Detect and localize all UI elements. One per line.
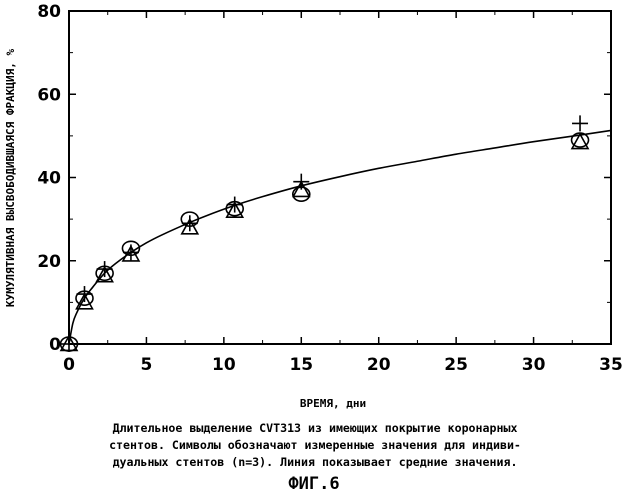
mean-release-line — [69, 130, 611, 344]
caption-line-1: Длительное выделение CVT313 из имеющих п… — [10, 420, 620, 437]
y-tick-label-80: 80 — [37, 2, 61, 22]
stent-3-point-5 — [227, 197, 243, 213]
x-axis-label: ВРЕМЯ, дни — [300, 397, 366, 410]
x-tick-label-30: 30 — [522, 355, 546, 375]
figure-caption: Длительное выделение CVT313 из имеющих п… — [10, 420, 620, 471]
x-tick-label-0: 0 — [63, 355, 75, 375]
caption-line-2: стентов. Символы обозначают измеренные з… — [10, 437, 620, 454]
stent-3-point-7 — [572, 115, 588, 131]
y-tick-label-20: 20 — [37, 252, 61, 272]
stent-3-point-2 — [97, 261, 113, 277]
x-axis-ticks: 0 5 10 15 20 25 30 35 — [63, 11, 623, 375]
figure-label: ФИГ.6 — [0, 474, 628, 494]
caption-line-3: дуальных стентов (n=3). Линия показывает… — [10, 454, 620, 471]
y-tick-label-60: 60 — [37, 85, 61, 105]
plot-frame — [69, 11, 611, 344]
stent-3-point-1 — [76, 286, 92, 302]
x-tick-label-35: 35 — [599, 355, 623, 375]
data-markers — [61, 115, 589, 352]
x-tick-label-5: 5 — [141, 355, 153, 375]
x-tick-label-20: 20 — [367, 355, 391, 375]
y-tick-label-0: 0 — [49, 335, 61, 355]
x-tick-label-25: 25 — [444, 355, 468, 375]
release-chart: 0 20 40 60 80 0 5 10 15 20 25 30 35 ВРЕМЯ, дни КУМУ… — [0, 0, 628, 420]
x-tick-label-15: 15 — [289, 355, 313, 375]
y-axis-label: КУМУЛЯТИВНАЯ ВЫСВОБОДИВШАЯСЯ ФРАКЦИЯ, % — [4, 48, 17, 307]
y-tick-label-40: 40 — [37, 169, 61, 189]
y-axis-ticks: 0 20 40 60 80 — [37, 2, 611, 355]
x-tick-label-10: 10 — [212, 355, 236, 375]
